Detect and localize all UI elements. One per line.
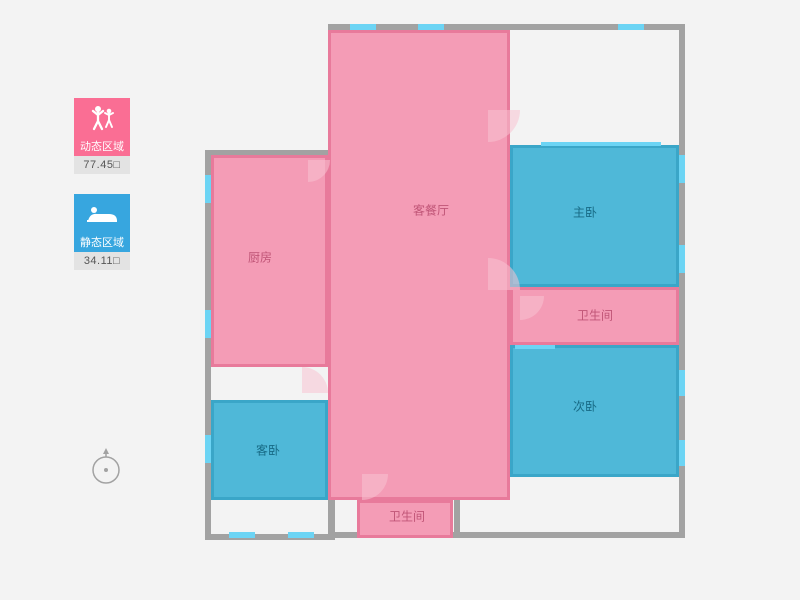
room-living (328, 30, 510, 500)
room-guest (211, 400, 328, 500)
opening (515, 345, 555, 349)
legend-dynamic: 动态区域 77.45□ (74, 98, 130, 174)
room-master (510, 145, 679, 287)
legend-dynamic-value: 77.45□ (74, 156, 130, 174)
opening (618, 24, 644, 30)
legend-static-label: 静态区域 (74, 234, 130, 252)
opening (205, 435, 211, 463)
legend-static: 静态区域 34.11□ (74, 194, 130, 270)
rest-icon (74, 194, 130, 234)
opening (679, 155, 685, 183)
room-kitchen (211, 155, 328, 367)
room-second (510, 345, 679, 477)
opening (350, 24, 376, 30)
opening (679, 440, 685, 466)
opening (541, 142, 661, 146)
compass-icon (90, 448, 122, 491)
legend-static-value: 34.11□ (74, 252, 130, 270)
opening (418, 24, 444, 30)
opening (205, 175, 211, 203)
legend: 动态区域 77.45□ 静态区域 34.11□ (74, 98, 130, 290)
opening (679, 370, 685, 396)
legend-dynamic-label: 动态区域 (74, 138, 130, 156)
opening (229, 532, 255, 538)
activity-icon (74, 98, 130, 138)
room-bath1 (357, 500, 453, 538)
opening (288, 532, 314, 538)
opening (205, 310, 211, 338)
opening (679, 245, 685, 273)
